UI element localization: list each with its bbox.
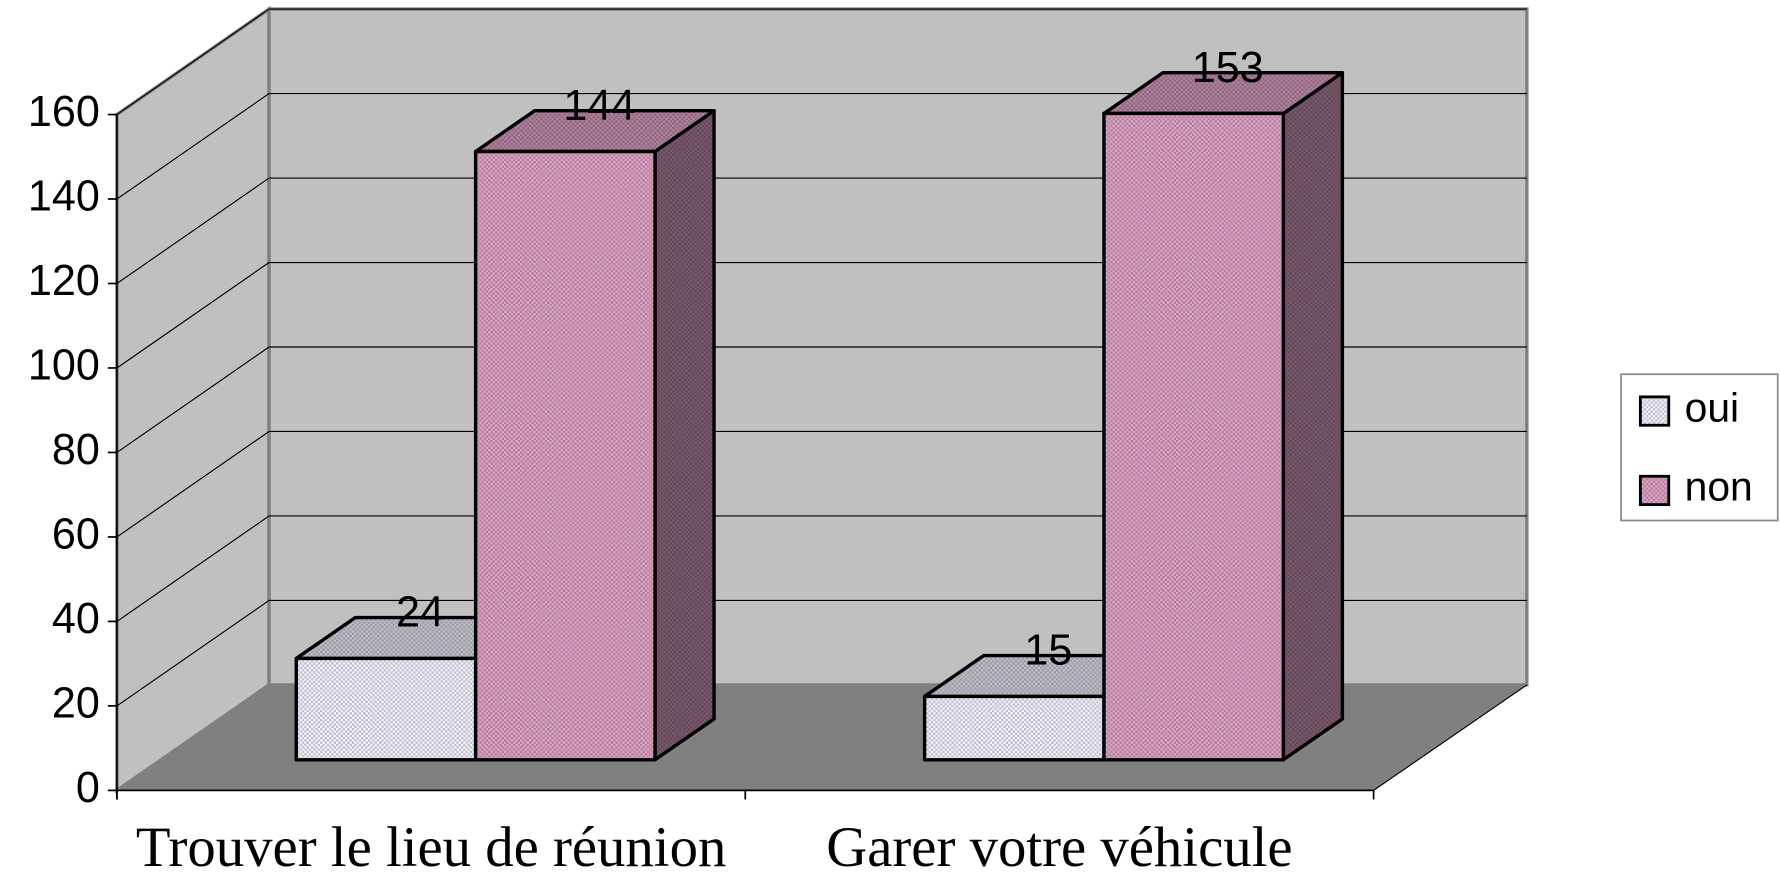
bar (1102, 70, 1345, 762)
grid-line (116, 346, 270, 453)
y-tick-label: 160 (28, 88, 100, 136)
legend-label: non (1685, 464, 1753, 510)
grid-line (116, 515, 270, 622)
y-tick-label: 120 (28, 257, 100, 305)
bar-top-texture (475, 110, 715, 152)
y-tick-label: 140 (28, 172, 100, 220)
legend-swatch-texture (1640, 476, 1669, 505)
grid-line (116, 93, 270, 200)
grid-line (116, 431, 270, 538)
grid-line (116, 177, 270, 284)
bar-front-texture (296, 658, 476, 760)
value-label: 24 (396, 589, 444, 637)
x-tick-label: Garer votre véhicule (826, 816, 1292, 879)
grid-line (116, 8, 270, 115)
value-label: 153 (1192, 44, 1264, 92)
y-tick-label: 60 (52, 510, 100, 558)
bar-side-texture (655, 110, 715, 760)
legend-label: oui (1685, 384, 1740, 430)
legend-swatch-texture (1640, 396, 1669, 426)
bar-front-texture (475, 151, 656, 760)
y-tick-label: 80 (52, 426, 100, 474)
value-label: 15 (1024, 627, 1072, 675)
bar-front-texture (924, 696, 1104, 760)
y-tick-label: 100 (28, 341, 100, 389)
plot: 0 20 40 60 80 100 120 140 160 Trouver le lieu de … (28, 5, 1779, 879)
value-label: 144 (563, 82, 635, 130)
grid-line (116, 599, 270, 707)
x-tick-label: Trouver le lieu de réunion (136, 816, 726, 879)
y-tick-label: 40 (52, 595, 100, 643)
y-tick-label: 20 (52, 679, 100, 727)
grid-line (116, 262, 270, 369)
bar-top-texture (1103, 72, 1343, 114)
bar (473, 108, 716, 762)
floor-edge (1373, 684, 1528, 791)
bar-side-texture (1283, 72, 1343, 760)
bar-front-texture (1103, 113, 1284, 760)
y-tick-label: 0 (76, 764, 100, 812)
